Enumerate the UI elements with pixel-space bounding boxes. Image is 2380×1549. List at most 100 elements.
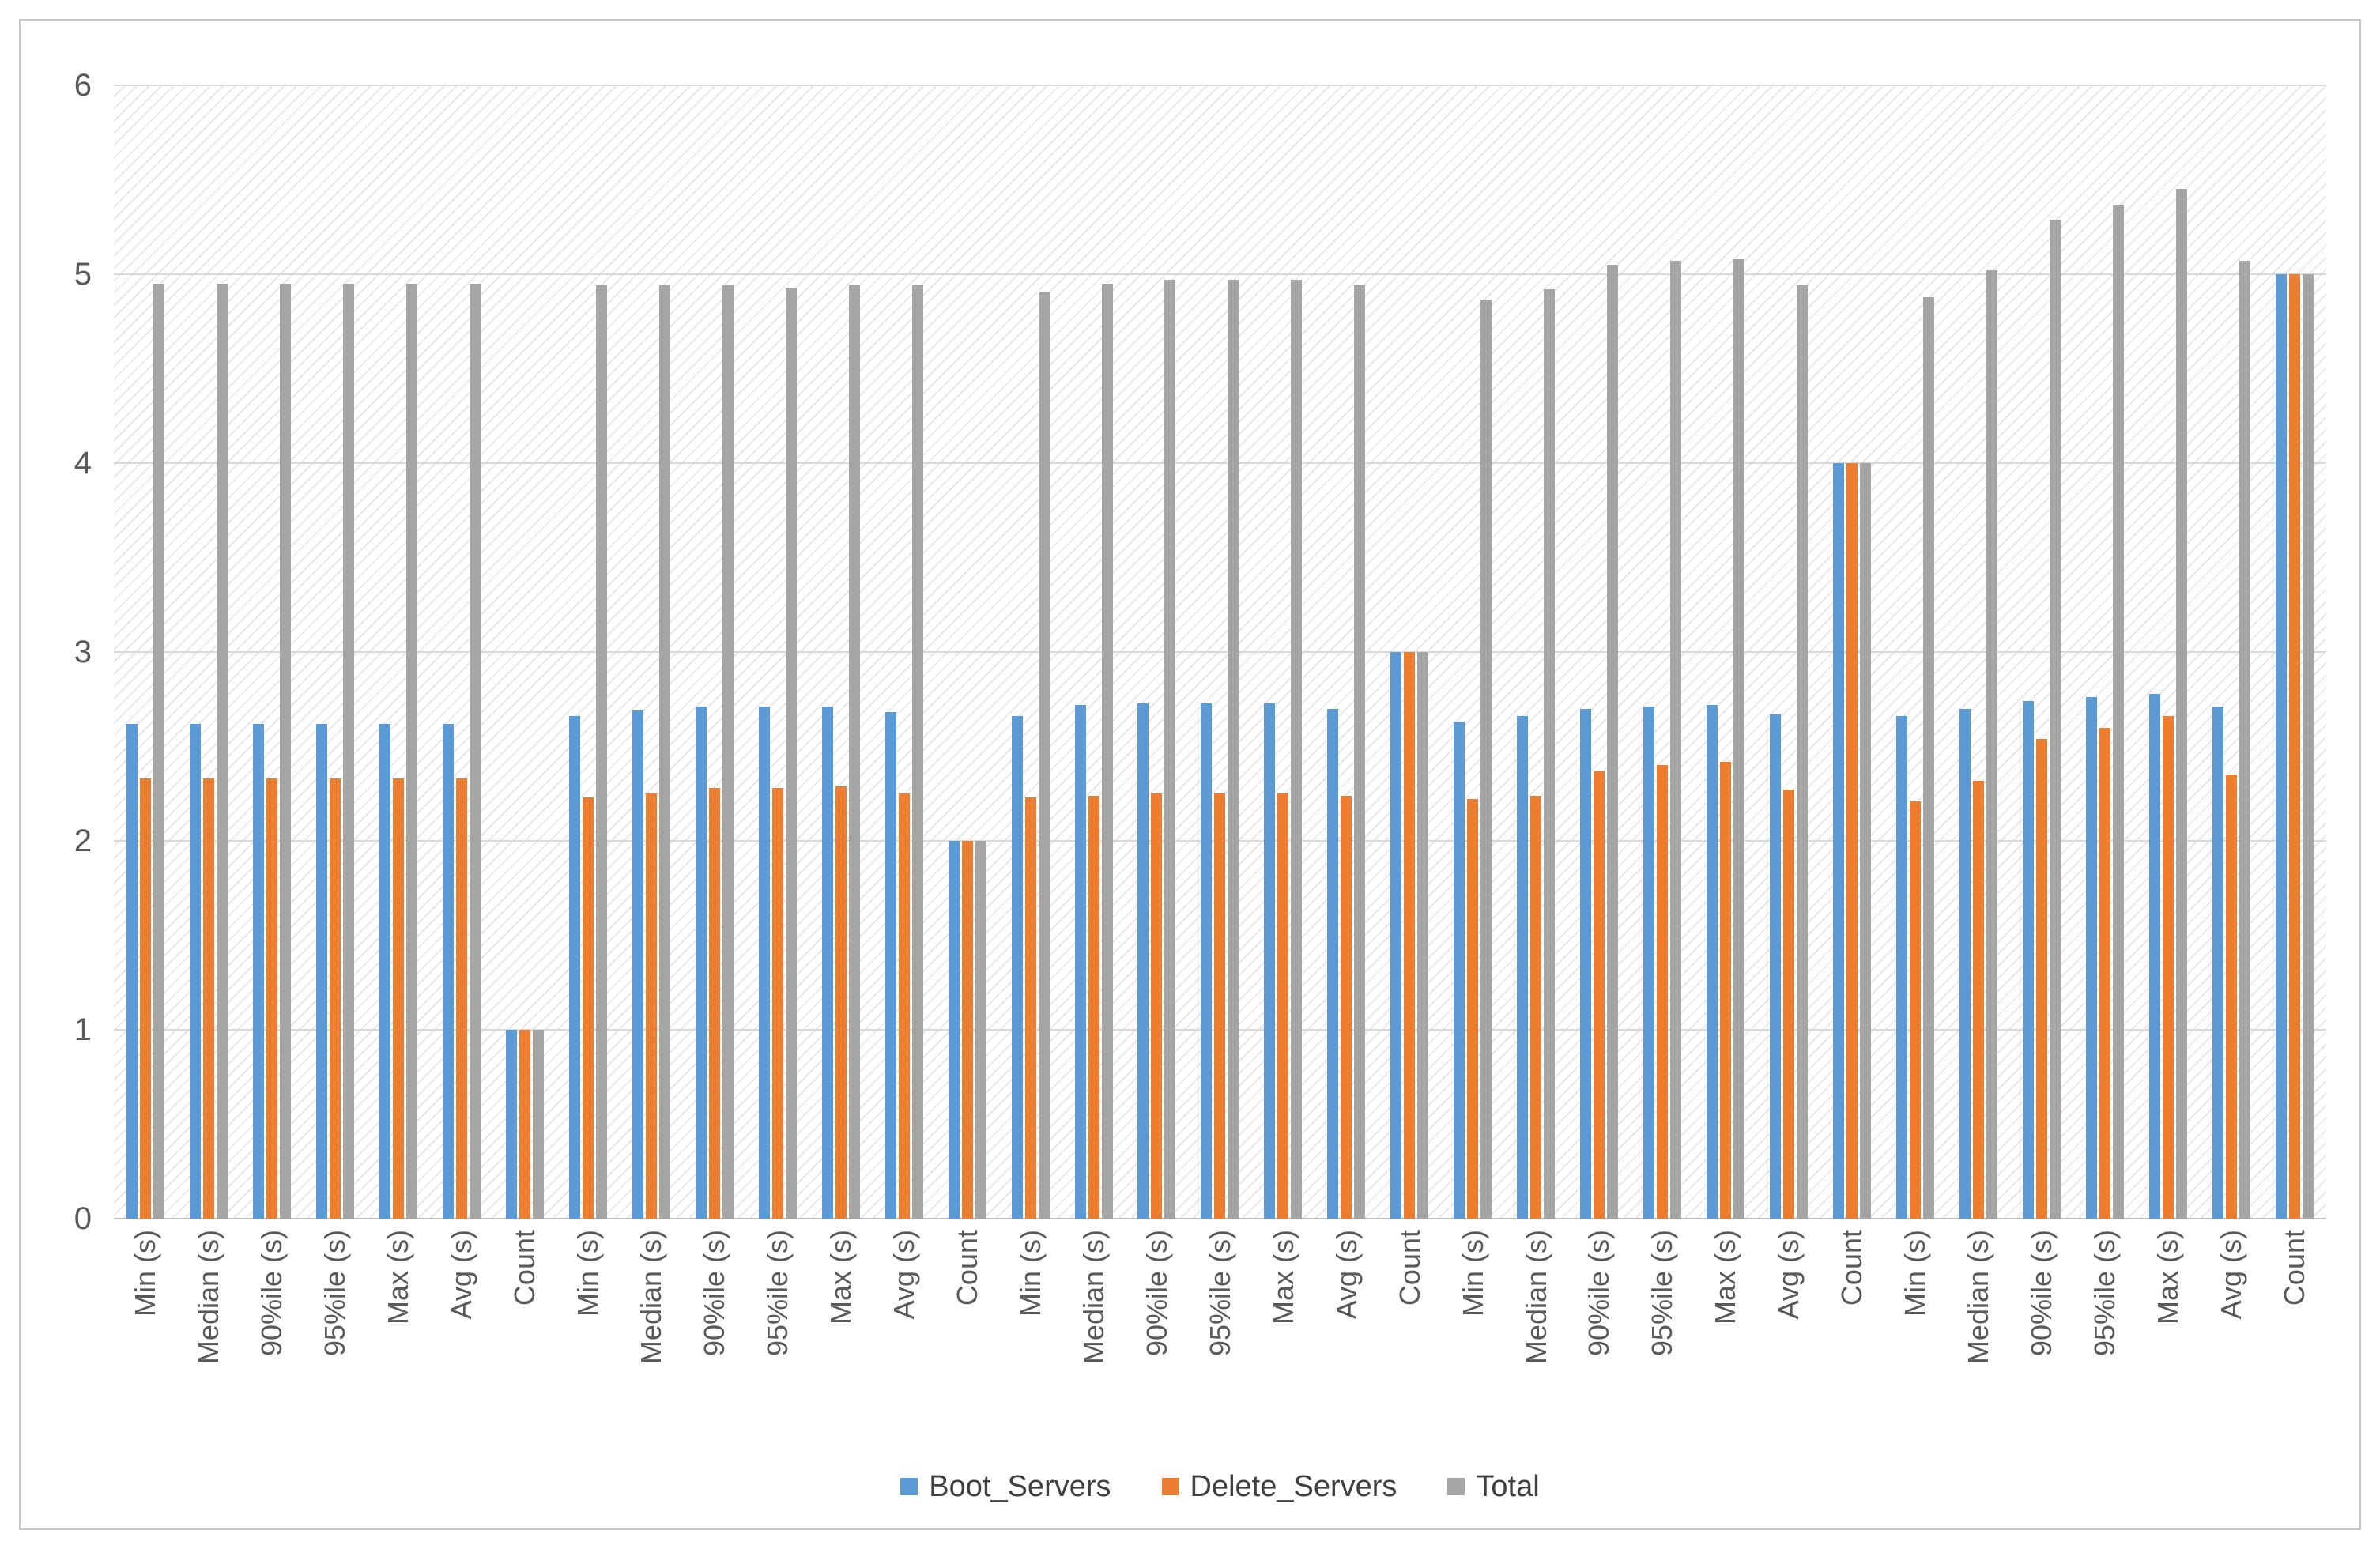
category-cluster	[430, 85, 493, 1219]
bar-total	[2175, 189, 2187, 1219]
bar-boot_servers	[1517, 716, 1529, 1219]
bar-delete_servers	[1783, 790, 1795, 1219]
bar-total	[2113, 204, 2125, 1219]
bar-boot_servers	[2023, 701, 2035, 1219]
x-tick-label: Avg (s)	[1330, 1230, 1363, 1320]
bar-total	[1607, 265, 1619, 1219]
y-tick-label: 2	[74, 823, 92, 858]
category-cluster	[2200, 85, 2263, 1219]
bar-delete_servers	[202, 778, 214, 1219]
bar-boot_servers	[1896, 716, 1908, 1219]
x-tick-cell: Avg (s)	[430, 1219, 493, 1449]
bar-boot_servers	[1201, 703, 1213, 1219]
x-tick-cell: Avg (s)	[1314, 1219, 1378, 1449]
bar-total	[1164, 280, 1176, 1219]
bar-delete_servers	[1467, 799, 1479, 1219]
bar-total	[658, 285, 670, 1219]
category-cluster	[809, 85, 873, 1219]
legend-item-delete-servers: Delete_Servers	[1161, 1469, 1397, 1504]
category-cluster	[1378, 85, 1441, 1219]
x-tick-cell: 90%ile (s)	[1567, 1219, 1631, 1449]
bar-boot_servers	[1770, 714, 1782, 1219]
bar-delete_servers	[1341, 795, 1352, 1219]
bar-total	[975, 841, 986, 1219]
bar-delete_servers	[1846, 463, 1858, 1219]
bar-delete_servers	[835, 786, 847, 1219]
bar-delete_servers	[1404, 652, 1416, 1219]
category-cluster	[1441, 85, 1504, 1219]
x-tick-cell: Min (s)	[114, 1219, 177, 1449]
category-cluster	[683, 85, 746, 1219]
x-tick-cell: Median (s)	[1504, 1219, 1567, 1449]
bar-boot_servers	[1643, 707, 1655, 1219]
bar-total	[1291, 280, 1303, 1219]
x-tick-label: Avg (s)	[1772, 1230, 1805, 1320]
bar-boot_servers	[1011, 716, 1023, 1219]
bar-boot_servers	[1327, 708, 1339, 1219]
x-tick-label: Avg (s)	[887, 1230, 920, 1320]
category-cluster	[1251, 85, 1314, 1219]
bar-total	[1986, 270, 1998, 1219]
legend-swatch	[1447, 1478, 1465, 1495]
bar-total	[1354, 285, 1366, 1219]
x-tick-cell: Avg (s)	[873, 1219, 936, 1449]
x-tick-label: Min (s)	[1456, 1230, 1489, 1317]
bar-total	[153, 283, 164, 1219]
x-tick-label: 95%ile (s)	[1203, 1230, 1236, 1357]
legend-swatch	[1161, 1478, 1179, 1495]
x-tick-cell: Median (s)	[177, 1219, 240, 1449]
gridline	[114, 85, 2326, 86]
x-tick-label: 95%ile (s)	[1646, 1230, 1679, 1357]
bar-total	[532, 1030, 544, 1219]
x-tick-cell: 90%ile (s)	[240, 1219, 304, 1449]
category-cluster	[240, 85, 304, 1219]
category-cluster	[1757, 85, 1820, 1219]
x-tick-label: Max (s)	[824, 1230, 857, 1325]
bar-boot_servers	[2275, 274, 2287, 1219]
bar-boot_servers	[379, 723, 390, 1219]
x-tick-cell: Count	[1820, 1219, 1884, 1449]
bar-delete_servers	[392, 778, 404, 1219]
bar-boot_servers	[1454, 722, 1465, 1219]
x-tick-label: Max (s)	[2152, 1230, 2185, 1325]
x-tick-label: 90%ile (s)	[697, 1230, 730, 1357]
x-tick-label: Median (s)	[192, 1230, 225, 1365]
category-cluster	[936, 85, 999, 1219]
x-tick-cell: 90%ile (s)	[1126, 1219, 1189, 1449]
bar-delete_servers	[1151, 793, 1163, 1219]
bar-delete_servers	[1910, 801, 1922, 1219]
x-tick-cell: Count	[1378, 1219, 1441, 1449]
x-tick-cell: Count	[2263, 1219, 2326, 1449]
x-tick-label: 90%ile (s)	[1140, 1230, 1173, 1357]
bar-delete_servers	[645, 793, 657, 1219]
bar-boot_servers	[1390, 652, 1402, 1219]
x-tick-cell: Max (s)	[367, 1219, 430, 1449]
x-tick-cell: Avg (s)	[2200, 1219, 2263, 1449]
bar-total	[1480, 300, 1492, 1219]
x-tick-label: Median (s)	[634, 1230, 667, 1365]
bar-total	[279, 283, 291, 1219]
bar-delete_servers	[1024, 797, 1036, 1219]
x-tick-label: Count	[1835, 1230, 1869, 1306]
gridline	[114, 273, 2326, 275]
legend: Boot_Servers Delete_Servers Total	[114, 1465, 2326, 1508]
bar-boot_servers	[1707, 704, 1718, 1219]
bar-boot_servers	[1833, 463, 1845, 1219]
bar-boot_servers	[2212, 707, 2223, 1219]
bar-boot_servers	[126, 723, 138, 1219]
category-cluster	[620, 85, 683, 1219]
legend-label-delete-servers: Delete_Servers	[1190, 1469, 1397, 1503]
bar-delete_servers	[455, 778, 467, 1219]
bar-total	[1733, 258, 1745, 1219]
chart: 0 1 2 3 4 5 6 Min (s) Median (s) 90%ile (s) 95%il…	[19, 19, 2361, 1530]
category-cluster	[999, 85, 1062, 1219]
category-cluster	[1062, 85, 1126, 1219]
x-tick-label: Count	[950, 1230, 983, 1306]
x-tick-label: Count	[1393, 1230, 1426, 1306]
bar-total	[785, 287, 797, 1219]
x-tick-label: Median (s)	[1519, 1230, 1552, 1365]
x-tick-label: Count	[508, 1230, 541, 1306]
x-axis-labels: Min (s) Median (s) 90%ile (s) 95%ile (s) Max…	[114, 1219, 2326, 1449]
x-tick-cell: Min (s)	[1441, 1219, 1504, 1449]
bar-boot_servers	[884, 712, 896, 1219]
